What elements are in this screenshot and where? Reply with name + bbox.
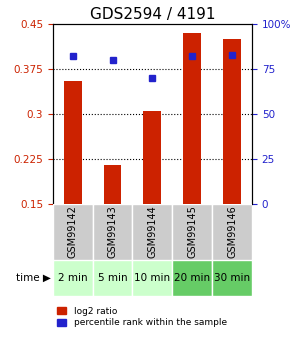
Text: GSM99143: GSM99143 <box>108 205 117 258</box>
FancyBboxPatch shape <box>53 204 93 259</box>
Bar <box>64 81 82 293</box>
FancyBboxPatch shape <box>132 204 172 259</box>
FancyBboxPatch shape <box>212 259 252 296</box>
Text: GSM99142: GSM99142 <box>68 205 78 258</box>
Text: 10 min: 10 min <box>134 273 171 283</box>
FancyBboxPatch shape <box>172 259 212 296</box>
Text: GSM99144: GSM99144 <box>147 205 157 258</box>
Bar <box>223 39 241 293</box>
FancyBboxPatch shape <box>53 259 93 296</box>
Text: GSM99146: GSM99146 <box>227 205 237 258</box>
Bar <box>103 165 122 293</box>
FancyBboxPatch shape <box>132 259 172 296</box>
Text: time ▶: time ▶ <box>16 273 51 283</box>
Bar <box>143 111 161 293</box>
Text: 2 min: 2 min <box>58 273 88 283</box>
FancyBboxPatch shape <box>93 204 132 259</box>
Text: 5 min: 5 min <box>98 273 127 283</box>
Text: 30 min: 30 min <box>214 273 250 283</box>
Legend: log2 ratio, percentile rank within the sample: log2 ratio, percentile rank within the s… <box>57 307 226 327</box>
FancyBboxPatch shape <box>172 204 212 259</box>
Bar <box>183 33 201 293</box>
FancyBboxPatch shape <box>212 204 252 259</box>
FancyBboxPatch shape <box>93 259 132 296</box>
Text: 20 min: 20 min <box>174 273 210 283</box>
Title: GDS2594 / 4191: GDS2594 / 4191 <box>90 7 215 22</box>
Text: GSM99145: GSM99145 <box>187 205 197 258</box>
